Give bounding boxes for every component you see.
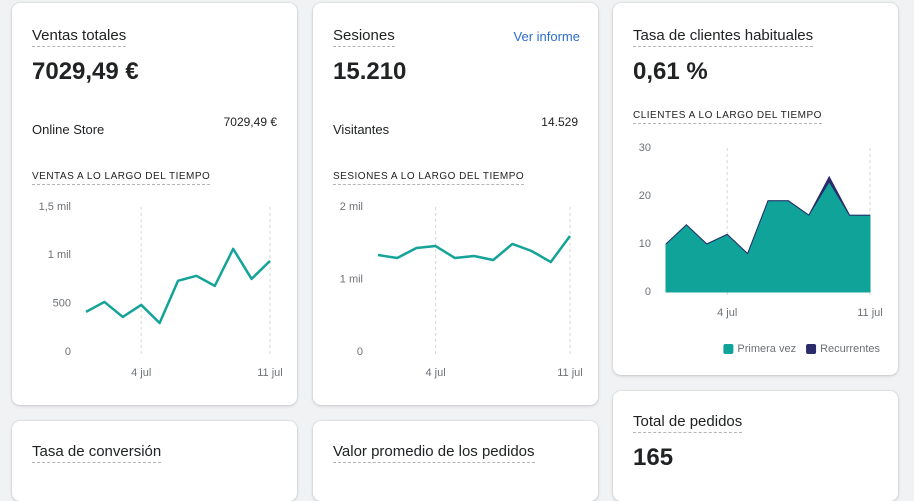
card-title: Tasa de clientes habituales (633, 27, 814, 47)
card-value: 165 (633, 444, 674, 471)
card-value: 15.210 (333, 58, 407, 85)
card-title: Sesiones (333, 27, 395, 47)
card-title: Valor promedio de los pedidos (333, 443, 535, 463)
breakdown-value: 14.529 (541, 115, 578, 129)
breakdown-value: 7029,49 € (223, 115, 277, 129)
card: Valor promedio de los pedidos (313, 421, 598, 501)
card: Tasa de clientes habituales 0,61 % CLIEN… (613, 3, 898, 375)
report-link[interactable]: Ver informe (513, 29, 580, 44)
card: Total de pedidos 165 (613, 391, 898, 501)
chart-title: CLIENTES A LO LARGO DEL TIEMPO (633, 110, 822, 124)
card-value: 0,61 % (633, 58, 708, 85)
card-title: Total de pedidos (633, 413, 743, 433)
card-title: Tasa de conversión (32, 443, 162, 463)
card: Ventas totales 7029,49 € Online Store 70… (12, 3, 297, 405)
breakdown-label: Visitantes (333, 122, 390, 137)
chart-title: SESIONES A LO LARGO DEL TIEMPO (333, 171, 525, 185)
card-title: Ventas totales (32, 27, 127, 47)
card: Sesiones Ver informe 15.210 Visitantes 1… (313, 3, 598, 405)
chart-title: VENTAS A LO LARGO DEL TIEMPO (32, 171, 211, 185)
breakdown-label: Online Store (32, 122, 105, 137)
card: Tasa de conversión (12, 421, 297, 501)
card-value: 7029,49 € (32, 58, 139, 85)
dashboard: Ventas totales 7029,49 € Online Store 70… (12, 3, 898, 501)
